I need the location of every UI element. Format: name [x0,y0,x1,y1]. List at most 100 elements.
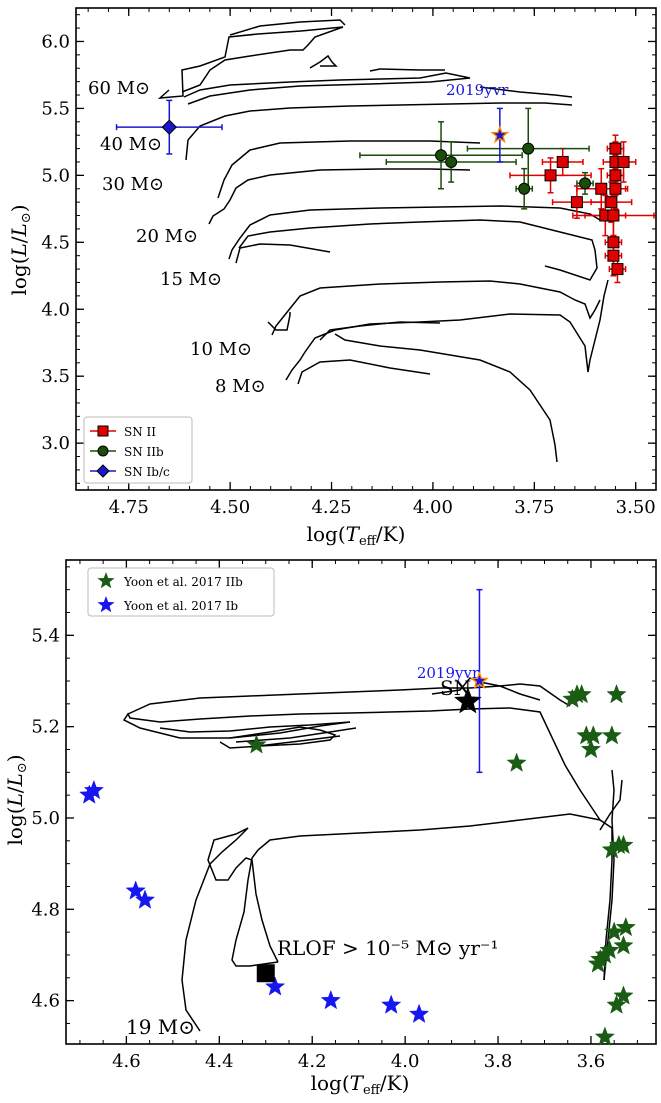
rlof-square-marker [256,964,275,983]
yoon-iib-star [606,994,627,1014]
top-x-tick-label: 4.00 [413,497,453,518]
sn-ibc-marker [161,119,177,135]
track-stripes [229,721,357,748]
sn-ii-marker [611,263,624,276]
bottom-y-tick-label: 5.2 [31,717,60,738]
sn-iib-marker [522,142,535,155]
legend-marker-sn-iib [97,445,109,457]
bottom-plot-frame [65,559,657,1045]
bottom-y-axis-label: log(L/L⊙) [3,754,30,845]
bottom-y-tick-label: 4.8 [31,899,60,920]
track-lower [599,779,623,831]
track-40-ext [479,86,573,98]
top-y-tick-label: 3.0 [41,433,70,454]
bottom-annotation-2019yvr: 2019yvr [417,664,480,682]
top-x-tick-label: 4.50 [210,497,250,518]
sn-ii-marker [609,142,622,155]
track-27 [217,140,481,199]
top-y-tick-label: 6.0 [41,31,70,52]
sn-ii-marker [605,196,618,209]
sn-ii-marker [607,249,620,262]
bottom-x-axis-label: log(Teff/K) [311,1071,410,1098]
bottom-annotation-sn: SN [440,676,471,700]
track-60 [157,26,344,99]
top-x-tick-label: 3.75 [514,497,554,518]
top-axis-ticks: 4.75 4.50 4.25 4.00 3.75 3.50 3.0 3.5 4.0 4.5 5.0 5… [41,8,656,518]
top-markers [161,119,630,276]
yoon-iib-star [594,1026,616,1046]
sn-iib-marker [435,149,448,162]
yoon-iib-star [599,939,620,960]
yoon-iib-star [613,834,634,855]
yoon-ib-star [83,779,105,800]
top-x-tick-label: 4.25 [311,497,351,518]
legend-label-yoon-ib: Yoon et al. 2017 Ib [123,599,238,613]
top-y-tick-label: 5.5 [41,98,70,119]
track-60-blue [229,19,346,36]
yoon-iib-star [613,985,634,1005]
yoon-ib-star [264,976,286,996]
sn-iib-marker [518,182,531,195]
top-track-labels: 60 M⊙ 40 M⊙ 30 M⊙ 20 M⊙ 15 M⊙ 10 M⊙ 8 M⊙ [88,78,266,397]
yoon-iib-star [601,725,623,745]
yoon-iib-star [604,921,625,941]
yoon-ib-star [408,1003,430,1023]
sn-iib-marker [579,177,592,190]
track-20 [208,168,471,225]
track-outer-top [127,683,571,715]
bottom-annotation-19msun: 19 M⊙ [126,1015,195,1039]
yoon-ib-star [134,889,156,909]
bottom-y-tick-label: 5.0 [31,808,60,829]
track-8d [334,333,558,463]
bottom-chart: 4.6 4.4 4.2 4.0 3.8 3.6 4.6 4.8 5.0 5.2 5.4 2019yv… [3,559,657,1098]
top-y-tick-label: 3.5 [41,366,70,387]
track-40-loop [309,54,338,69]
legend-marker-sn-ii [97,425,109,437]
bottom-y-tick-label: 5.4 [31,625,60,646]
bottom-y-tick-label: 4.6 [31,991,60,1012]
sn-2019yvr-star [469,671,489,690]
sn-ii-marker [595,182,608,195]
bottom-legend: Yoon et al. 2017 IIb Yoon et al. 2017 Ib [87,567,275,617]
bottom-axis-ticks: 4.6 4.4 4.2 4.0 3.8 3.6 4.6 4.8 5.0 5.2 5.4 [31,560,656,1072]
sn-ii-marker [544,169,557,182]
bottom-x-tick-label: 4.0 [391,1051,420,1072]
track-30 [185,102,573,161]
yoon-iib-star [587,953,609,973]
top-y-tick-label: 5.0 [41,165,70,186]
track-8b [319,321,441,341]
top-plot-frame [75,7,657,491]
sn-ii-marker [570,196,583,209]
sn-iib-marker [445,155,458,168]
track-8a [285,279,609,381]
yoon-ib-star [320,989,341,1010]
yoon-ib-star [125,880,146,900]
bottom-evolution-track [122,677,623,1032]
legend-label-sn-ibc: SN Ib/c [124,465,170,479]
top-y-axis-label: log(L/L⊙) [7,204,34,295]
bottom-x-tick-label: 4.2 [298,1051,327,1072]
track-10b [271,280,601,336]
yoon-iib-star [583,725,604,745]
top-x-tick-label: 3.50 [616,497,656,518]
yoon-iib-star [506,752,527,772]
bottom-x-tick-label: 3.6 [577,1051,606,1072]
legend-marker-yoon-iib [97,572,115,589]
sn-ii-marker [556,155,569,168]
track-8c [297,359,431,385]
yoon-iib-star [571,683,592,704]
track-15 [228,205,601,260]
bottom-x-tick-label: 4.4 [205,1051,234,1072]
top-chart: 4.75 4.50 4.25 4.00 3.75 3.50 3.0 3.5 4.0 4.5 5.0 5… [7,7,657,549]
bottom-x-tick-label: 4.6 [112,1051,141,1072]
track-10c [267,312,291,331]
top-y-tick-label: 4.5 [41,232,70,253]
bottom-legend-box [87,567,275,617]
top-evolution-tracks [157,19,609,463]
sn-ii-marker [617,155,630,168]
sn-ii-marker [609,182,622,195]
legend-label-yoon-iib: Yoon et al. 2017 IIb [123,575,243,589]
track-label-60: 60 M⊙ [88,78,150,99]
sn-ii-marker [607,209,620,222]
